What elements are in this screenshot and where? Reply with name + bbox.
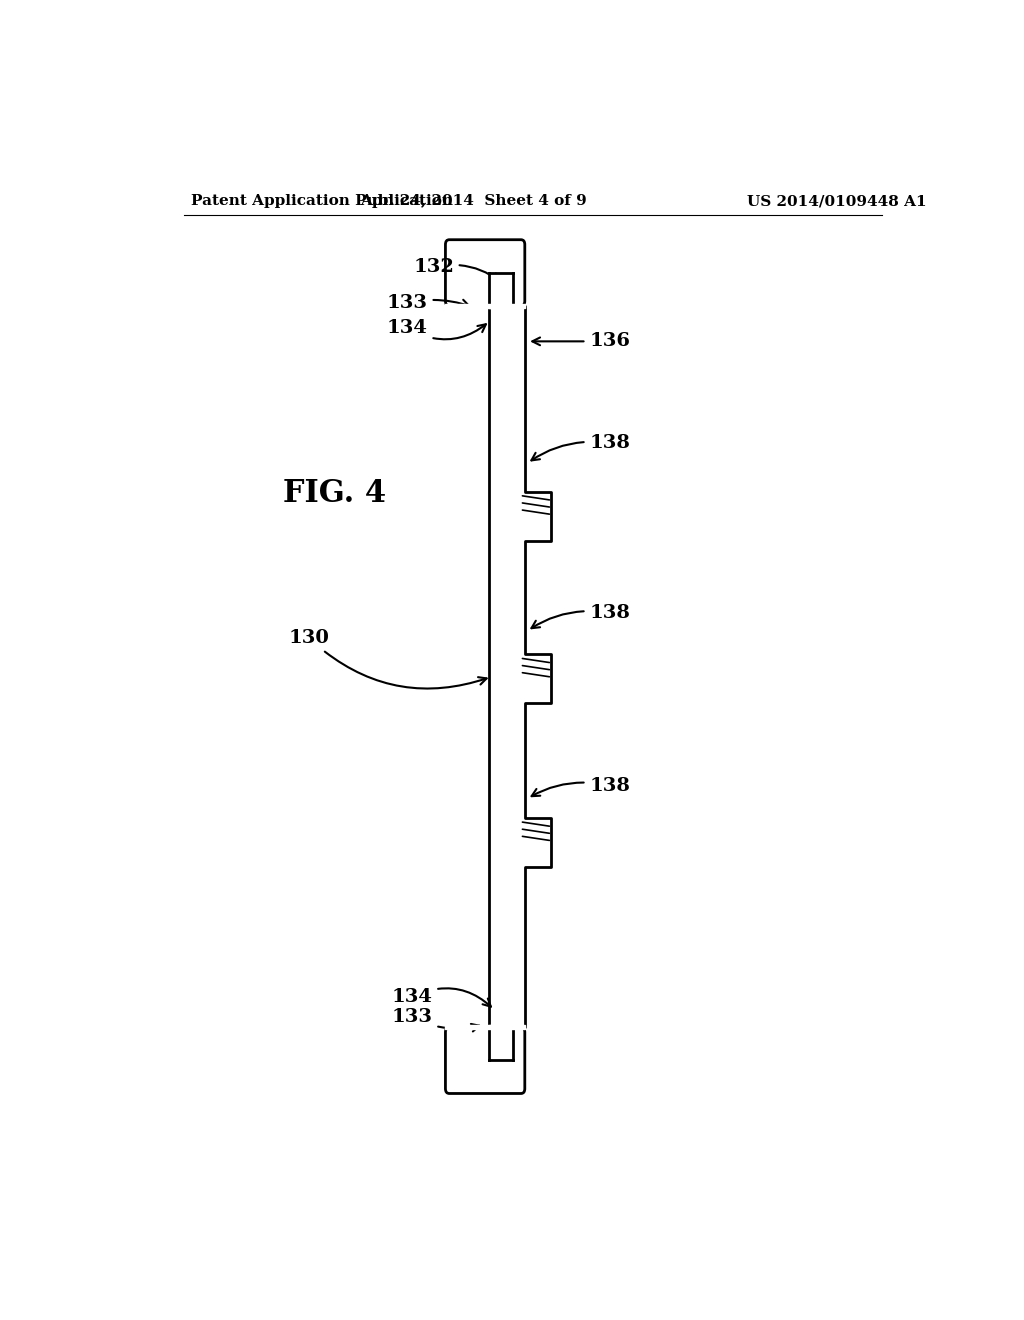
Text: 138: 138 [531,603,630,628]
Text: 133: 133 [391,1008,479,1031]
Polygon shape [489,273,513,308]
Text: US 2014/0109448 A1: US 2014/0109448 A1 [748,194,927,209]
Polygon shape [445,1026,524,1030]
Polygon shape [489,306,551,1027]
Text: FIG. 4: FIG. 4 [283,478,386,510]
Text: 133: 133 [387,294,469,312]
Text: 134: 134 [391,987,490,1007]
Text: 138: 138 [531,776,630,796]
FancyBboxPatch shape [445,240,524,306]
Text: 132: 132 [413,259,500,281]
Text: 134: 134 [387,319,486,339]
Text: 130: 130 [289,630,486,689]
FancyBboxPatch shape [445,1027,524,1093]
Text: Patent Application Publication: Patent Application Publication [191,194,454,209]
Polygon shape [489,1026,513,1060]
Text: 136: 136 [532,333,630,350]
Text: 138: 138 [531,434,630,461]
Text: Apr. 24, 2014  Sheet 4 of 9: Apr. 24, 2014 Sheet 4 of 9 [359,194,587,209]
Polygon shape [445,304,524,308]
